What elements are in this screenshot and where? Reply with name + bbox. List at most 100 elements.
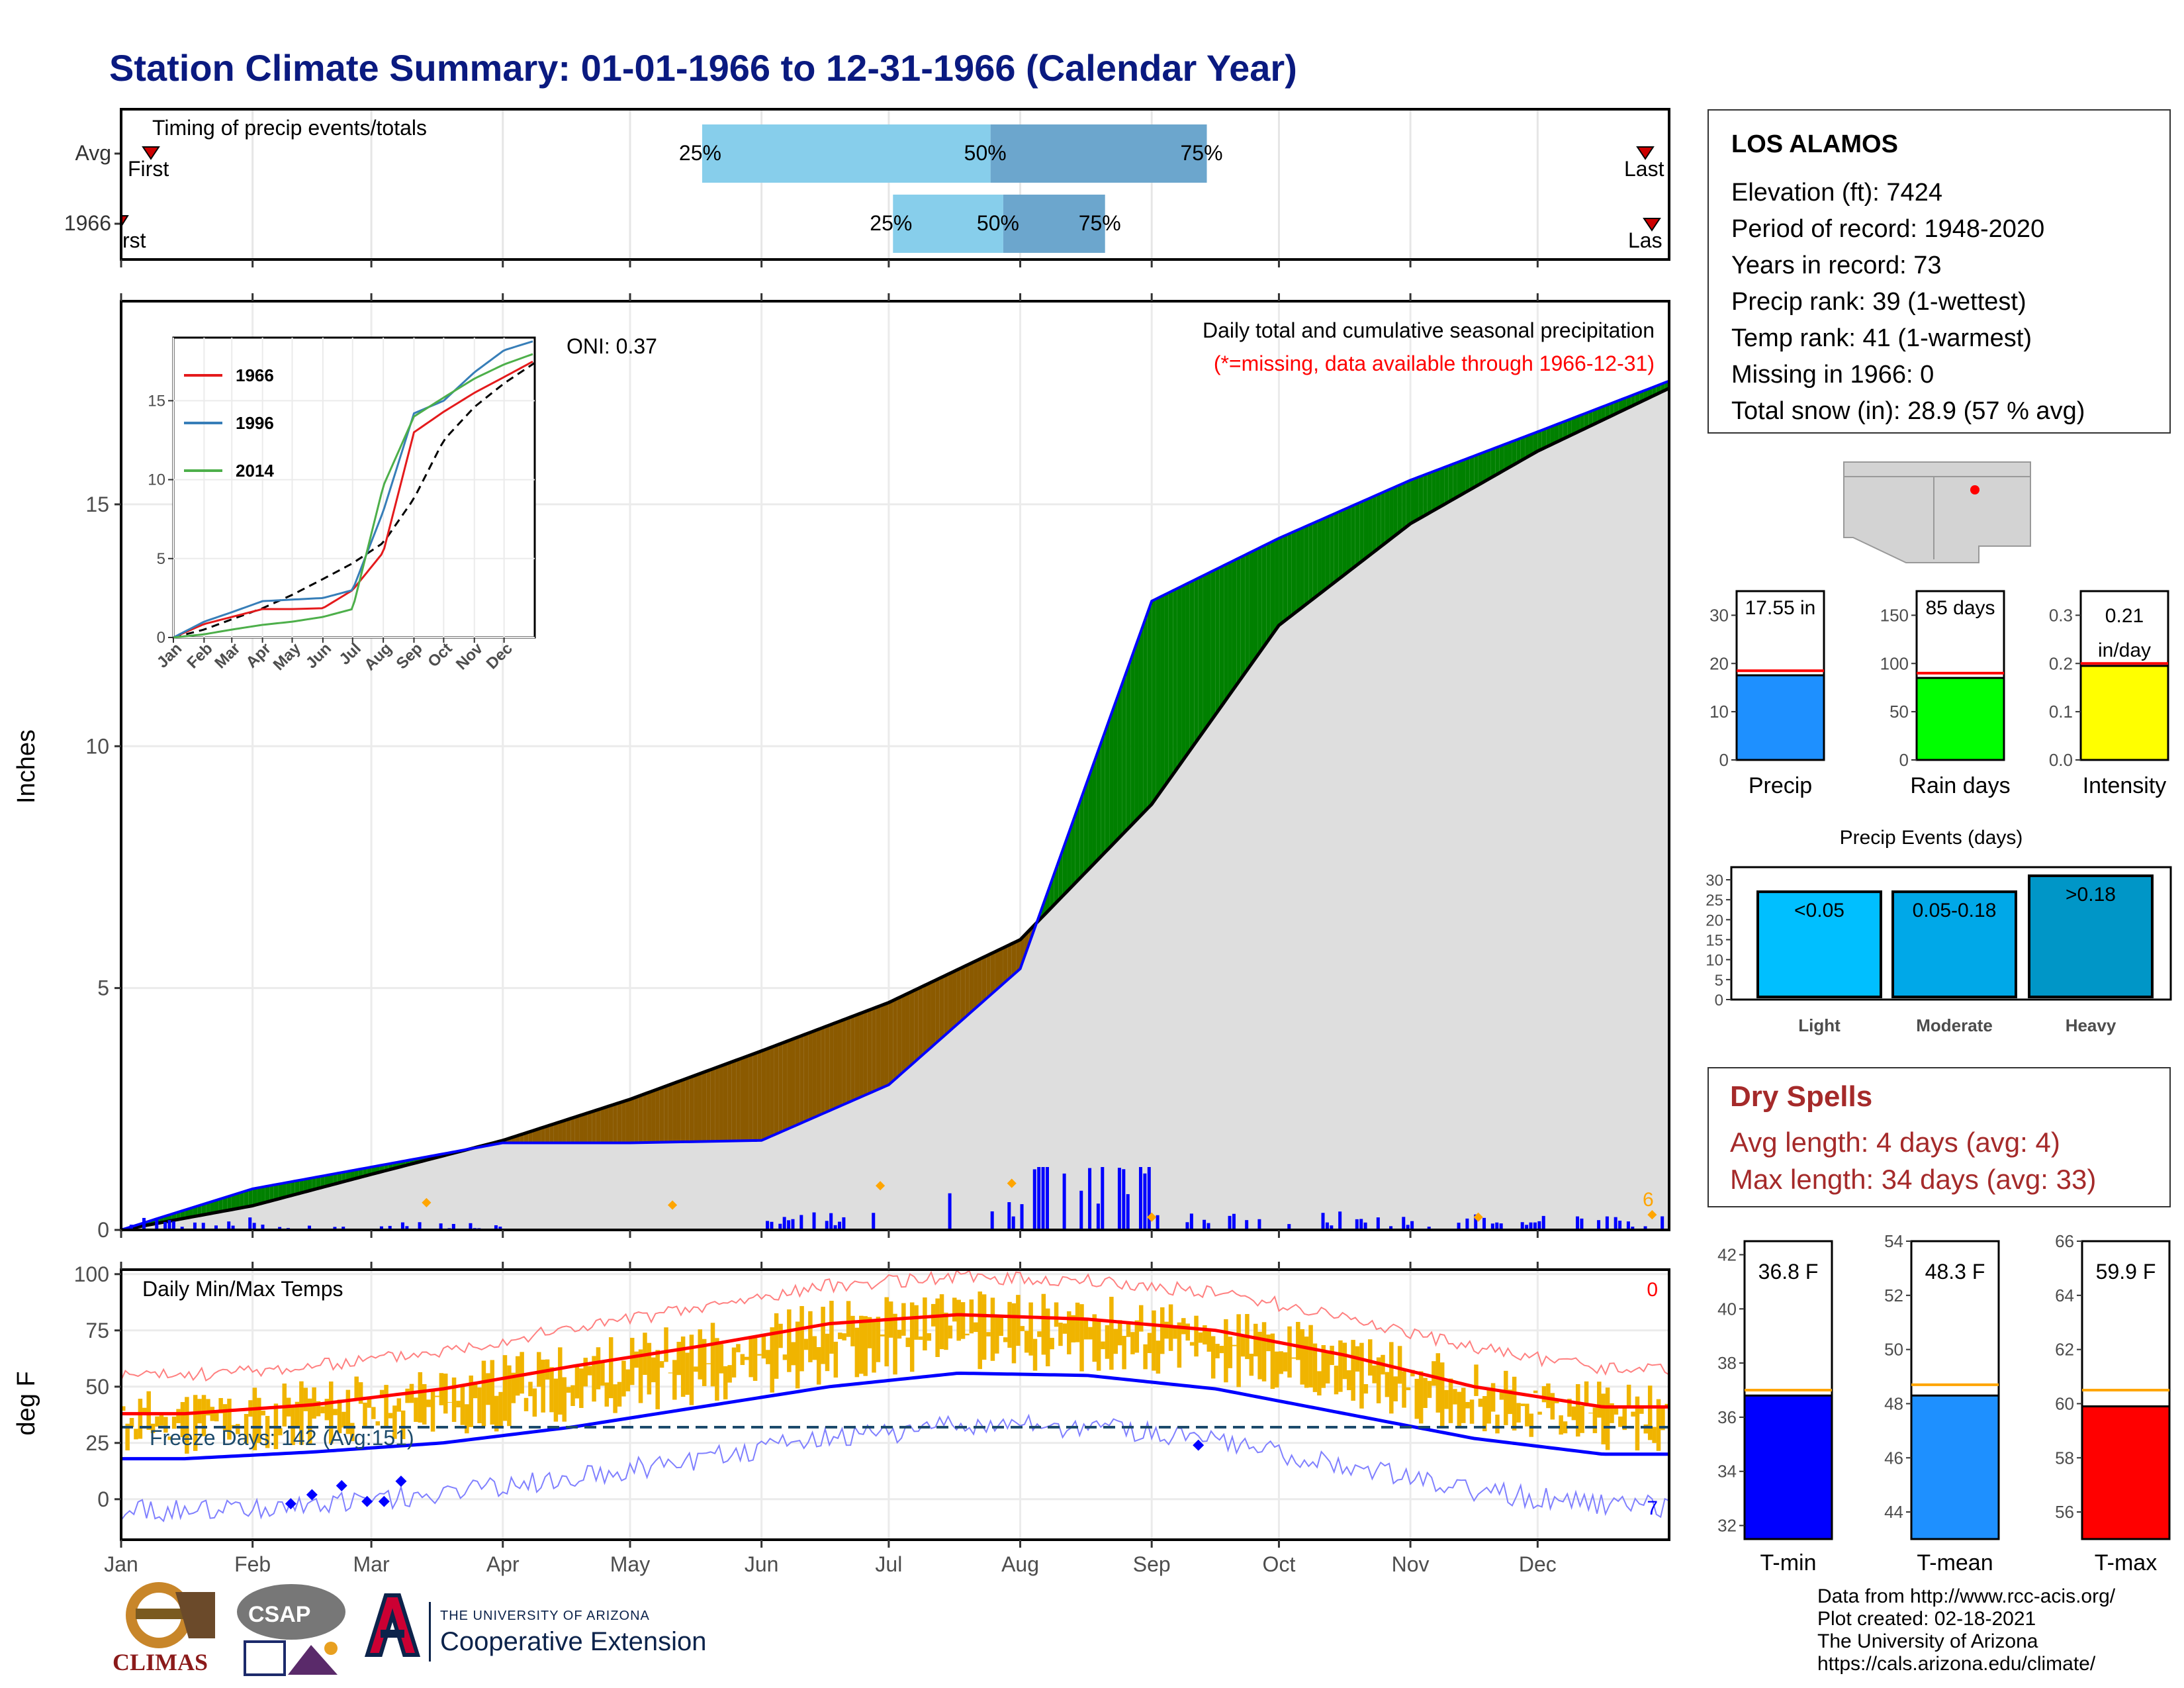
precip-anomaly-fill xyxy=(867,1009,872,1094)
daily-temp-bar xyxy=(944,1312,948,1350)
temp-summary-y-tick-label: 66 xyxy=(2055,1231,2074,1251)
precip-anomaly-fill xyxy=(1402,482,1406,531)
daily-temp-bar xyxy=(935,1298,940,1357)
month-label: Dec xyxy=(1519,1552,1557,1576)
daily-temp-bar xyxy=(138,1398,143,1439)
precip-anomaly-fill xyxy=(774,1044,779,1135)
precip-anomaly-fill xyxy=(1253,548,1258,661)
daily-temp-bar xyxy=(676,1342,681,1376)
precip-anomaly-fill xyxy=(808,1031,813,1121)
daily-temp-bar xyxy=(803,1338,809,1350)
record-high-count: 0 xyxy=(1647,1279,1658,1301)
events-bar-label: >0.18 xyxy=(2066,884,2116,906)
temp-summary-label: T-min xyxy=(1760,1550,1817,1575)
daily-precip-bar xyxy=(1537,1221,1541,1230)
daily-temp-bar xyxy=(537,1352,541,1387)
precip-anomaly-fill xyxy=(1533,432,1538,454)
daily-temp-bar xyxy=(1075,1302,1080,1342)
precip-anomaly-fill xyxy=(791,1038,796,1128)
precip-anomaly-fill xyxy=(1168,590,1173,780)
precip-anomaly-fill xyxy=(1156,596,1161,798)
precip-anomaly-fill xyxy=(1520,436,1525,461)
first-label-avg: First xyxy=(128,157,169,181)
daily-temp-bar xyxy=(719,1344,724,1374)
events-category-label: Light xyxy=(1798,1015,1841,1035)
temp-summary-y-tick-label: 46 xyxy=(1884,1448,1903,1468)
precip-anomaly-fill xyxy=(596,1109,601,1143)
daily-temp-bar xyxy=(1134,1320,1140,1353)
record-low-marker xyxy=(361,1495,373,1507)
precip-anomaly-fill xyxy=(1219,565,1224,709)
daily-temp-bar xyxy=(1372,1365,1377,1383)
daily-precip-bar xyxy=(1079,1190,1083,1230)
temp-y-tick-label: 50 xyxy=(85,1375,109,1399)
precip-anomaly-fill xyxy=(299,1179,304,1194)
daily-temp-bar xyxy=(897,1329,902,1339)
daily-temp-bar xyxy=(222,1404,228,1430)
temp-summary-bar xyxy=(1743,1394,1833,1540)
daily-temp-bar xyxy=(1050,1337,1054,1350)
daily-precip-bar xyxy=(1402,1217,1406,1230)
precip-anomaly-fill xyxy=(1414,477,1419,522)
precip-anomaly-fill xyxy=(236,1192,240,1209)
precip-anomaly-fill xyxy=(1160,594,1165,792)
daily-temp-bar xyxy=(507,1365,512,1427)
events-y-tick-label: 15 xyxy=(1706,932,1723,950)
precip-anomaly-fill xyxy=(1465,457,1470,492)
precip-anomaly-fill xyxy=(1550,425,1555,445)
precip-anomaly-fill xyxy=(320,1175,325,1188)
precip-anomaly-fill xyxy=(952,970,957,1029)
daily-temp-bar xyxy=(1597,1382,1602,1418)
precip-anomaly-fill xyxy=(1109,708,1114,848)
precip-anomaly-fill xyxy=(1423,473,1428,517)
precip-anomaly-fill xyxy=(676,1080,681,1143)
footer-url: https://cals.arizona.edu/climate/ xyxy=(1817,1653,2096,1675)
precip-anomaly-fill xyxy=(1563,420,1568,440)
daily-temp-bar xyxy=(1576,1384,1580,1437)
daily-temp-bar xyxy=(587,1366,592,1376)
precip-anomaly-fill xyxy=(1075,802,1080,883)
daily-temp-bar xyxy=(465,1404,469,1434)
daily-precip-bar xyxy=(1465,1218,1469,1230)
precip-anomaly-fill xyxy=(752,1052,758,1141)
daily-precip-bar xyxy=(782,1217,786,1230)
precip-anomaly-fill xyxy=(329,1174,334,1186)
summary-y-tick-label: 30 xyxy=(1709,605,1729,625)
events-y-tick-label: 20 xyxy=(1706,912,1723,929)
daily-precip-bar xyxy=(1541,1215,1545,1230)
daily-temp-bar xyxy=(354,1376,359,1401)
daily-temp-bar xyxy=(278,1428,283,1436)
temp-summary-y-tick-label: 36 xyxy=(1717,1407,1737,1427)
precip-anomaly-fill xyxy=(1092,755,1097,866)
daily-temp-bar xyxy=(1156,1340,1161,1374)
daily-temp-bar xyxy=(1283,1352,1288,1372)
freeze-days-label: Freeze Days: 142 (Avg:151) xyxy=(150,1426,414,1450)
daily-temp-bar xyxy=(808,1311,813,1362)
daily-temp-bar xyxy=(1291,1357,1297,1359)
precip-anomaly-fill xyxy=(248,1188,253,1207)
daily-temp-bar xyxy=(1389,1342,1394,1414)
month-label: Nov xyxy=(1392,1552,1430,1576)
daily-temp-bar xyxy=(710,1323,715,1387)
precip-anomaly-fill xyxy=(1363,498,1369,560)
precip-anomaly-fill xyxy=(647,1091,652,1143)
month-label: Aug xyxy=(1001,1552,1039,1576)
daily-temp-bar xyxy=(1435,1353,1441,1413)
daily-temp-bar xyxy=(740,1354,745,1366)
daily-precip-bar xyxy=(1037,1167,1041,1230)
daily-precip-bar xyxy=(1011,1216,1015,1230)
summary-y-tick-label: 20 xyxy=(1709,653,1729,673)
daily-temp-bar xyxy=(1007,1301,1012,1348)
precip-anomaly-fill xyxy=(583,1113,588,1143)
daily-temp-bar xyxy=(227,1398,232,1440)
precip-anomaly-fill xyxy=(1317,519,1322,596)
daily-temp-bar xyxy=(629,1338,635,1385)
precip-anomaly-fill xyxy=(1003,945,1008,984)
daily-temp-bar xyxy=(1287,1326,1292,1378)
daily-temp-bar xyxy=(1368,1339,1373,1376)
daily-temp-bar xyxy=(1058,1323,1063,1346)
precip-average-line xyxy=(120,387,1670,1232)
daily-temp-bar xyxy=(1088,1327,1093,1340)
precip-anomaly-fill xyxy=(1134,636,1139,822)
inset-y-tick-label: 5 xyxy=(157,550,165,568)
